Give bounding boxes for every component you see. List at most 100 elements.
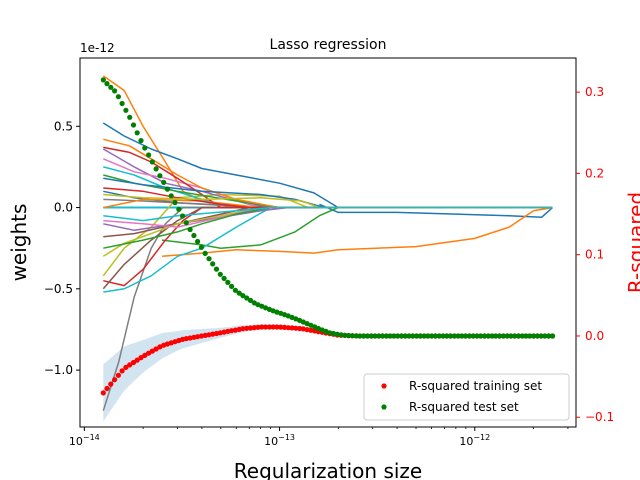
r2-training-point	[142, 352, 148, 358]
r2-test-point	[380, 333, 386, 339]
r2-test-point	[364, 333, 371, 339]
r2-test-point	[406, 333, 412, 339]
weight-line-5	[102, 206, 553, 411]
weight-line-13	[103, 146, 553, 209]
r2-training-point	[108, 381, 114, 387]
r2-test-point	[149, 159, 155, 165]
r2-test-point	[504, 333, 510, 339]
r2-test-point	[179, 213, 186, 219]
r2-training-point	[149, 348, 155, 354]
r2-training-point	[138, 355, 144, 361]
r2-test-point	[372, 333, 378, 339]
weight-lines-layer	[102, 75, 553, 411]
r2-training-point	[263, 324, 269, 330]
r2-test-point	[353, 333, 359, 339]
r2-test-point	[383, 333, 389, 339]
r2-test-point	[534, 333, 541, 339]
y-left-tick-label: 0.5	[54, 119, 73, 133]
r2-test-point	[515, 333, 522, 339]
r2-training-point	[115, 372, 121, 378]
r2-test-point	[463, 333, 469, 339]
r2-test-point	[376, 333, 382, 339]
r2-test-point	[474, 333, 480, 339]
r2-test-point	[523, 333, 529, 339]
r2-training-point	[255, 324, 261, 330]
r2-test-point	[119, 100, 125, 107]
r2-test-point	[236, 290, 242, 296]
legend-marker-test	[381, 404, 387, 410]
weight-line-23	[103, 206, 553, 249]
r2-test-point	[346, 332, 352, 339]
r2-test-point	[191, 232, 197, 239]
r2-test-point	[489, 333, 495, 339]
r2-test-point	[361, 333, 367, 339]
r2-test-point	[417, 333, 423, 339]
r2-training-point	[259, 324, 265, 330]
y-right-tick-label: −0.1	[585, 410, 614, 424]
r2-training-band-layer	[103, 324, 302, 422]
r2-test-point	[391, 333, 397, 339]
r2-test-point	[342, 332, 348, 338]
r2-training-point	[266, 324, 272, 330]
r2-test-point	[100, 77, 106, 83]
r2-test-point	[459, 333, 465, 339]
x-axis-label: Regularization size	[234, 459, 422, 480]
r2-test-point	[410, 333, 416, 339]
legend-label-training: R-squared training set	[409, 379, 542, 393]
r2-test-point	[247, 297, 254, 303]
r2-test-point	[421, 333, 427, 339]
x-tick-label: 10−13	[264, 433, 295, 448]
r2-test-point	[112, 88, 118, 94]
r2-test-point	[440, 333, 446, 339]
r2-test-point	[198, 244, 204, 250]
r2-test-point	[221, 275, 227, 281]
r2-test-point	[225, 279, 231, 285]
r2-test-point	[546, 333, 552, 339]
r2-test-point	[172, 199, 178, 206]
r2-test-point	[508, 333, 514, 339]
r2-test-point	[519, 333, 525, 339]
r2-training-point	[247, 325, 254, 331]
r2-test-point	[183, 220, 189, 226]
r2-test-point	[542, 333, 548, 339]
weight-line-9	[102, 193, 553, 277]
r2-test-point	[176, 206, 182, 212]
r2-test-point	[134, 130, 140, 136]
r2-training-point	[134, 357, 140, 363]
r2-test-point	[153, 166, 159, 172]
r2-test-point	[157, 173, 163, 179]
y-left-tick-label: −1.0	[44, 363, 73, 377]
r2-test-point	[195, 238, 201, 245]
r2-test-point	[497, 333, 503, 339]
y-left-tick-label: −0.5	[44, 282, 73, 296]
r2-test-point	[164, 186, 170, 192]
r2-test-point	[500, 333, 506, 339]
y-axis-label-left: weights	[7, 204, 31, 282]
r2-test-point	[432, 333, 438, 339]
r2-training-point	[127, 362, 133, 368]
r2-test-point	[470, 333, 476, 339]
r2-test-point	[493, 333, 499, 339]
r2-test-point	[538, 333, 544, 339]
weight-line-3	[161, 206, 553, 258]
r2-test-point	[168, 193, 174, 199]
weight-line-2	[319, 203, 553, 219]
r2-training-point	[251, 325, 257, 331]
r2-test-point	[127, 114, 133, 120]
y-right-tick-label: 0.0	[585, 329, 604, 343]
r2-test-point	[217, 271, 223, 277]
r2-test-point	[130, 122, 137, 128]
legend-box	[363, 373, 570, 421]
r2-test-point	[104, 81, 110, 87]
r2-test-point	[478, 333, 484, 339]
r2-test-point	[349, 333, 355, 339]
r2-test-point	[481, 333, 488, 339]
r2-test-point	[527, 333, 533, 339]
r2-training-point	[278, 324, 284, 330]
r2-training-point	[130, 359, 137, 366]
r2-test-point	[142, 145, 148, 151]
r2-test-point	[414, 333, 420, 339]
r2-training-point	[119, 368, 125, 374]
r2-test-point	[368, 333, 374, 339]
